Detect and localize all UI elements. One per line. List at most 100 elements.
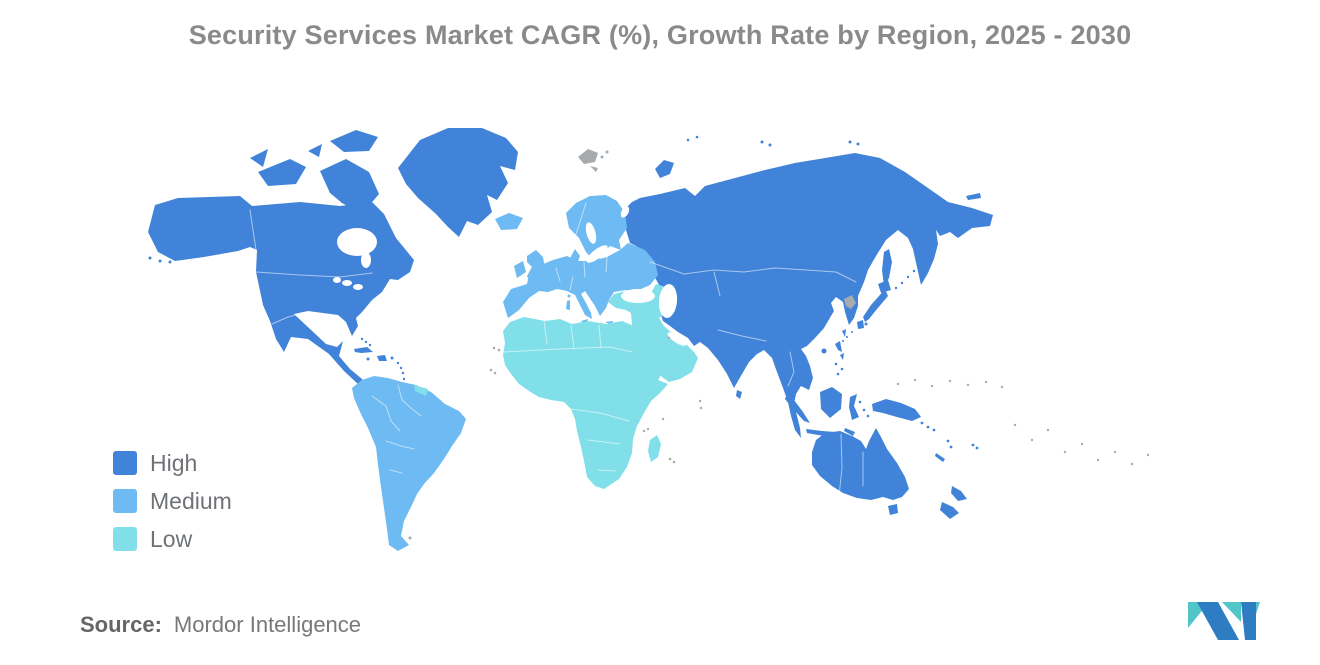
island-great-britain bbox=[527, 250, 545, 284]
legend-swatch-high-rect bbox=[113, 451, 137, 475]
island-cuba bbox=[354, 347, 373, 353]
peninsula-scandinavia bbox=[566, 195, 627, 263]
islands-arctic bbox=[848, 140, 852, 144]
islands-solomon bbox=[926, 425, 930, 429]
island-shikoku bbox=[864, 322, 868, 326]
denmark bbox=[570, 249, 580, 264]
landmass-europe bbox=[503, 243, 658, 319]
white-sea bbox=[620, 206, 630, 218]
landmass-north-america bbox=[148, 196, 414, 389]
islands-polynesia bbox=[1096, 458, 1100, 462]
islands-aleutian bbox=[158, 259, 162, 263]
islands-vanuatu bbox=[946, 439, 950, 443]
islands-antilles bbox=[399, 366, 403, 370]
islands-polynesia bbox=[1130, 462, 1134, 466]
islands-maldives bbox=[698, 399, 702, 403]
islands-vanuatu bbox=[949, 445, 953, 449]
mordor-intelligence-logo bbox=[1188, 602, 1260, 640]
island-madagascar bbox=[648, 435, 661, 462]
source-label: Source: bbox=[80, 612, 162, 637]
islands-arctic bbox=[856, 142, 860, 146]
chart-title: Security Services Market CAGR (%), Growt… bbox=[188, 20, 1132, 50]
island-seychelles bbox=[661, 417, 665, 421]
islands-falkland bbox=[408, 536, 412, 540]
great-lakes bbox=[333, 277, 341, 283]
island-honshu bbox=[863, 289, 888, 322]
hudson-bay bbox=[337, 228, 377, 256]
great-lakes bbox=[342, 280, 352, 286]
island-sulawesi bbox=[849, 394, 859, 420]
legend-label-high: High bbox=[150, 449, 198, 476]
island-nz-south bbox=[940, 502, 959, 519]
islands-polynesia bbox=[1030, 438, 1034, 442]
island-nz-north bbox=[951, 486, 967, 501]
region-asia bbox=[622, 135, 993, 438]
region-south-america bbox=[352, 376, 466, 551]
region-greenland bbox=[398, 128, 518, 237]
legend-swatch-medium bbox=[113, 489, 137, 513]
island-hispaniola bbox=[377, 355, 387, 361]
island-kuril bbox=[894, 286, 898, 290]
islands-moluccas bbox=[862, 408, 866, 412]
islands-moluccas bbox=[866, 414, 870, 418]
islands-polynesia bbox=[1046, 428, 1050, 432]
island-novaya-zemlya bbox=[655, 160, 674, 178]
island-jamaica bbox=[366, 357, 370, 361]
legend-swatch-low-rect bbox=[113, 527, 137, 551]
island-kyushu bbox=[857, 320, 864, 329]
region-caribbean bbox=[354, 337, 406, 381]
islands-arctic bbox=[768, 143, 772, 147]
islands-antilles bbox=[396, 361, 400, 365]
islands-philippines bbox=[840, 367, 844, 371]
islands-philippines bbox=[836, 372, 840, 376]
logo-teal-middle-triangle bbox=[1222, 602, 1241, 622]
source-value: Mordor Intelligence bbox=[173, 612, 362, 637]
islands-svalbard bbox=[600, 155, 604, 159]
islands-bahamas bbox=[360, 337, 364, 341]
island-baffin bbox=[320, 159, 379, 214]
island-kuril bbox=[912, 269, 916, 273]
country-borders bbox=[249, 202, 864, 497]
islands-micronesia bbox=[913, 378, 917, 382]
source-row: Source: Mordor Intelligence bbox=[80, 612, 361, 638]
island-ryukyu bbox=[846, 336, 848, 338]
landmass-eurasia bbox=[622, 153, 993, 438]
landmass-australia bbox=[812, 428, 909, 500]
island-greenland bbox=[398, 128, 518, 237]
island-sakhalin bbox=[882, 249, 892, 286]
islands-fiji bbox=[975, 446, 979, 450]
island-banks bbox=[250, 149, 268, 167]
legend-label-low: Low bbox=[150, 525, 193, 552]
island-corsica bbox=[567, 294, 571, 298]
island-puerto-rico bbox=[390, 356, 394, 360]
island-new-caledonia bbox=[935, 453, 945, 462]
island-tasmania bbox=[888, 504, 898, 515]
island-iceland bbox=[495, 213, 523, 230]
island-wrangel bbox=[966, 193, 981, 200]
islands-svalbard bbox=[605, 150, 609, 154]
island-victoria bbox=[258, 159, 306, 186]
islands-antilles bbox=[401, 371, 405, 375]
island-sardinia bbox=[566, 300, 570, 310]
island-kuril bbox=[900, 281, 904, 285]
persian-gulf bbox=[667, 332, 687, 346]
landmass-africa bbox=[503, 317, 668, 489]
island-new-guinea bbox=[872, 399, 921, 421]
great-lakes bbox=[353, 284, 363, 290]
logo-blue-bar bbox=[1241, 602, 1256, 640]
black-sea bbox=[621, 289, 655, 303]
legend-label-medium: Medium bbox=[150, 487, 232, 514]
islands-polynesia bbox=[1146, 453, 1150, 457]
islands-comoros bbox=[646, 427, 650, 431]
north-korea bbox=[844, 295, 856, 309]
island-borneo bbox=[820, 387, 842, 418]
islands-cape-verde bbox=[489, 368, 493, 372]
islands-comoros bbox=[642, 429, 646, 433]
legend-item-medium: Medium bbox=[113, 487, 232, 514]
james-bay bbox=[361, 252, 371, 268]
baltic-sea bbox=[586, 245, 608, 263]
caspian-sea bbox=[658, 284, 678, 318]
islands-bahamas bbox=[368, 343, 372, 347]
islands-cape-verde bbox=[493, 371, 497, 375]
